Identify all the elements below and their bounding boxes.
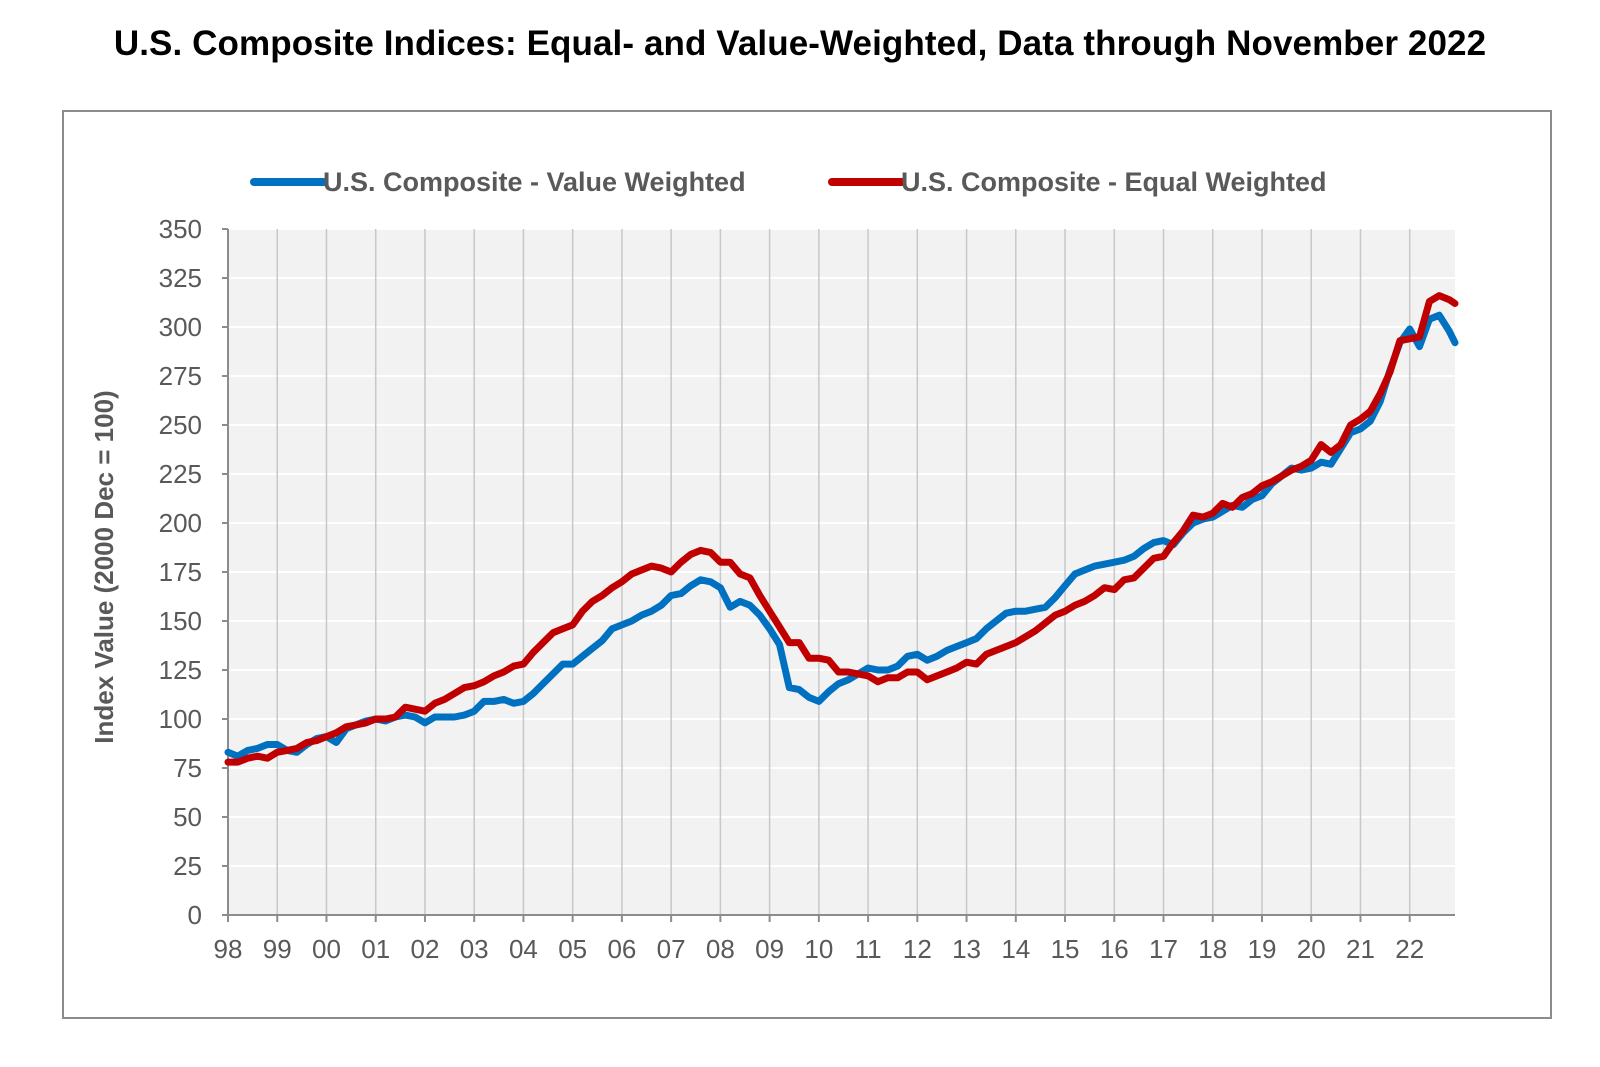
legend-label: U.S. Composite - Equal Weighted [901, 167, 1327, 197]
y-axis-ticks: 0 25 50 75 100 125 150 175 200 225 250 275 300 325 350 [159, 214, 228, 930]
y-tick-label: 50 [173, 802, 202, 832]
x-tick-label: 99 [263, 934, 292, 964]
x-tick-label: 12 [903, 934, 932, 964]
x-tick-label: 22 [1395, 934, 1424, 964]
x-tick-label: 09 [755, 934, 784, 964]
y-tick-label: 200 [159, 508, 202, 538]
x-tick-label: 00 [312, 934, 341, 964]
x-tick-label: 01 [361, 934, 390, 964]
x-tick-label: 04 [509, 934, 538, 964]
y-tick-label: 125 [159, 655, 202, 685]
y-tick-label: 350 [159, 214, 202, 244]
x-tick-label: 11 [855, 934, 882, 964]
x-axis-ticks: 98 99 00 01 02 03 04 05 06 07 08 09 10 11 12 13 14 15 16 17… [214, 915, 1424, 964]
y-tick-label: 150 [159, 606, 202, 636]
x-tick-label: 13 [952, 934, 981, 964]
x-tick-label: 21 [1346, 934, 1375, 964]
x-tick-label: 02 [410, 934, 439, 964]
x-tick-label: 17 [1149, 934, 1178, 964]
series-line-equal-weighted [224, 292, 1459, 766]
legend-label: U.S. Composite - Value Weighted [323, 167, 746, 197]
legend: U.S. Composite - Value Weighted U.S. Comp… [250, 167, 1327, 197]
y-tick-label: 100 [159, 704, 202, 734]
chart-title: U.S. Composite Indices: Equal- and Value… [113, 24, 1487, 63]
y-tick-label: 175 [159, 557, 202, 587]
x-tick-label: 08 [706, 934, 735, 964]
x-tick-label: 16 [1100, 934, 1129, 964]
x-tick-label: 15 [1051, 934, 1080, 964]
x-tick-label: 18 [1198, 934, 1227, 964]
y-tick-label: 300 [159, 312, 202, 342]
y-tick-label: 25 [173, 851, 202, 881]
y-tick-label: 275 [159, 361, 202, 391]
x-tick-label: 10 [804, 934, 833, 964]
y-tick-label: 325 [159, 263, 202, 293]
y-tick-label: 225 [159, 459, 202, 489]
series-lines [224, 292, 1459, 766]
x-tick-label: 98 [214, 934, 243, 964]
x-tick-label: 05 [558, 934, 587, 964]
x-tick-label: 20 [1297, 934, 1326, 964]
x-tick-label: 07 [657, 934, 686, 964]
y-tick-label: 0 [188, 900, 202, 930]
x-tick-label: 03 [460, 934, 489, 964]
y-axis-label: Index Value (2000 Dec = 100) [89, 390, 119, 743]
x-tick-label: 14 [1001, 934, 1030, 964]
y-tick-label: 75 [173, 753, 202, 783]
x-tick-label: 06 [607, 934, 636, 964]
y-tick-label: 250 [159, 410, 202, 440]
x-tick-label: 19 [1248, 934, 1277, 964]
series-line-value-weighted [224, 311, 1459, 760]
